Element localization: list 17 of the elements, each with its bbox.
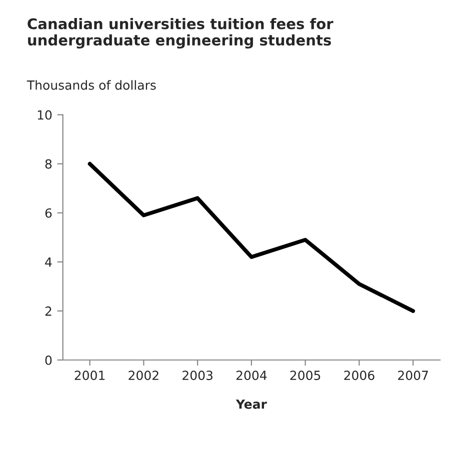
line-series <box>88 162 416 313</box>
x-tick-label: 2003 <box>182 370 212 380</box>
x-tick-label: 2002 <box>128 370 158 380</box>
x-tick-label: 2005 <box>290 370 320 380</box>
y-tick-label: 10 <box>38 110 52 120</box>
x-tick-label: 2007 <box>398 370 428 380</box>
y-tick-label: 0 <box>45 355 52 365</box>
chart-title: Canadian universities tuition fees for undergraduate engineering students <box>28 18 334 49</box>
x-axis-title: Year <box>236 400 267 409</box>
x-tick-label: 2006 <box>344 370 374 380</box>
y-tick-label: 2 <box>45 306 52 316</box>
y-axis-title: Thousands of dollars <box>26 80 156 90</box>
x-tick-label: 2004 <box>236 370 267 380</box>
y-tick-label: 4 <box>45 258 52 267</box>
y-tick-label: 6 <box>45 208 52 218</box>
y-tick-label: 8 <box>45 159 52 169</box>
x-tick-label: 2001 <box>74 370 105 380</box>
